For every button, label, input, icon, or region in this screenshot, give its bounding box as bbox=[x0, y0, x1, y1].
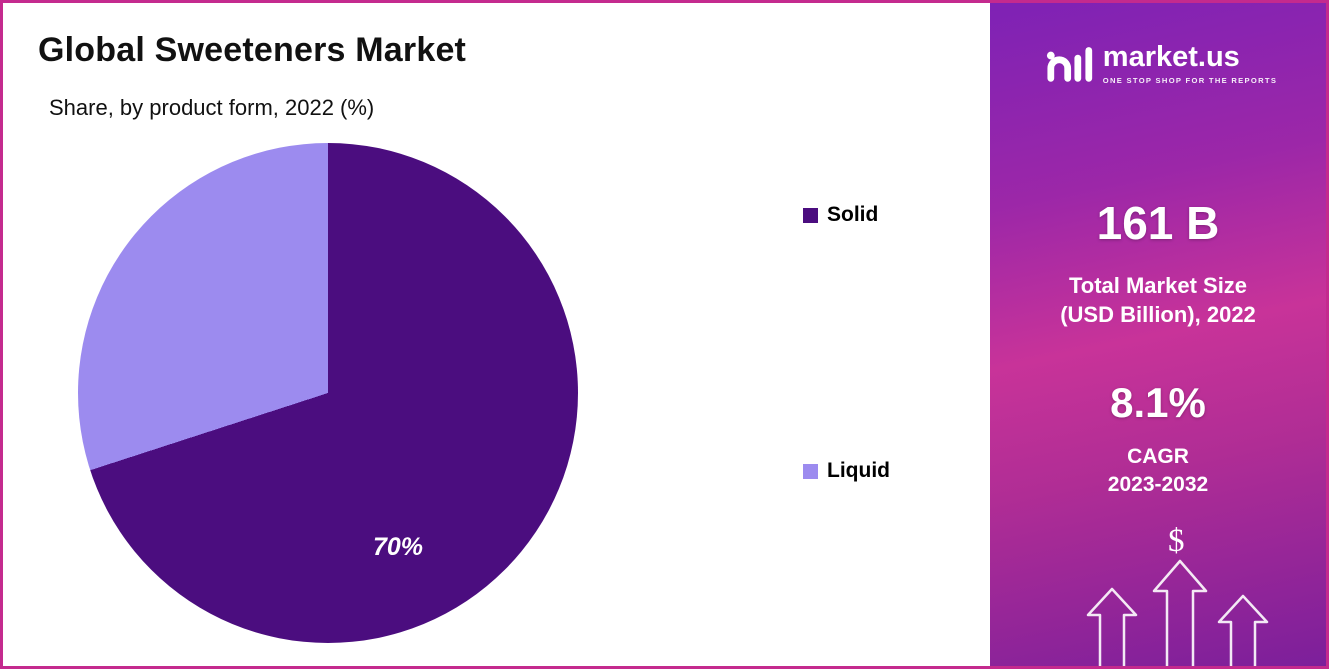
legend-label-liquid: Liquid bbox=[827, 459, 890, 482]
brand-logo: market.us ONE STOP SHOP FOR THE REPORTS bbox=[990, 43, 1326, 85]
brand-sidebar: market.us ONE STOP SHOP FOR THE REPORTS … bbox=[990, 3, 1326, 666]
legend-item-liquid: Liquid bbox=[803, 459, 890, 483]
dollar-sign: $ bbox=[1168, 523, 1185, 559]
cagr-value: 8.1% bbox=[1110, 379, 1206, 426]
chart-panel: Global Sweeteners Market Share, by produ… bbox=[3, 3, 990, 666]
market-size-label: Total Market Size (USD Billion), 2022 bbox=[990, 271, 1326, 329]
pie-chart-area: 70% bbox=[78, 143, 578, 643]
legend-item-solid: Solid bbox=[803, 203, 878, 227]
market-size-value: 161 B bbox=[1096, 197, 1220, 249]
legend-label-solid: Solid bbox=[827, 203, 879, 226]
legend-swatch-liquid-icon bbox=[803, 463, 818, 479]
pie-data-label: 70% bbox=[373, 533, 424, 561]
cagr-label-line2: 2023-2032 bbox=[1107, 473, 1209, 497]
market-size-label-line1: Total Market Size bbox=[1068, 273, 1248, 298]
up-arrows-icon bbox=[1086, 559, 1269, 666]
cagr-label: CAGR 2023-2032 bbox=[990, 443, 1326, 500]
market-size-label-line2: (USD Billion), 2022 bbox=[1060, 302, 1256, 328]
chart-title: Global Sweeteners Market bbox=[38, 31, 467, 69]
brand-logo-tagline: ONE STOP SHOP FOR THE REPORTS bbox=[1102, 76, 1278, 85]
pie-chart bbox=[78, 143, 578, 643]
chart-subtitle: Share, by product form, 2022 (%) bbox=[49, 95, 375, 120]
brand-logo-text-block: market.us ONE STOP SHOP FOR THE REPORTS bbox=[1102, 41, 1278, 86]
marketus-logo-icon bbox=[1046, 47, 1092, 82]
cagr-label-line1: CAGR bbox=[1127, 445, 1189, 468]
legend-swatch-solid-icon bbox=[803, 207, 818, 223]
brand-logo-text: market.us bbox=[1102, 41, 1240, 73]
